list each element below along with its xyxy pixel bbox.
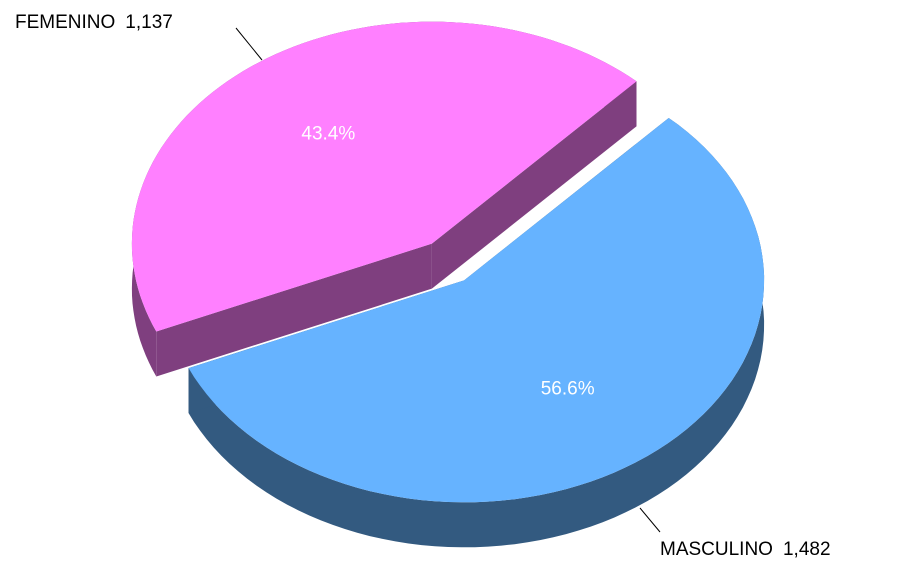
percentage-label: 56.6%	[541, 378, 595, 399]
slice	[188, 118, 765, 503]
slice-group	[131, 21, 637, 377]
slice-group	[188, 117, 765, 548]
category-label: MASCULINO	[660, 539, 773, 560]
value-label: 1,482	[783, 539, 831, 560]
percentage-label: 43.4%	[301, 124, 355, 145]
slice-side	[156, 243, 432, 377]
slice	[131, 21, 637, 332]
leader-line	[235, 27, 263, 61]
slice-label: MASCULINO 1,482	[660, 539, 831, 560]
slice-side	[431, 81, 637, 289]
category-label: FEMENINO	[15, 12, 115, 33]
leader-line	[639, 507, 661, 533]
value-label: 1,137	[125, 12, 173, 33]
slice-label: FEMENINO 1,137	[15, 12, 173, 33]
